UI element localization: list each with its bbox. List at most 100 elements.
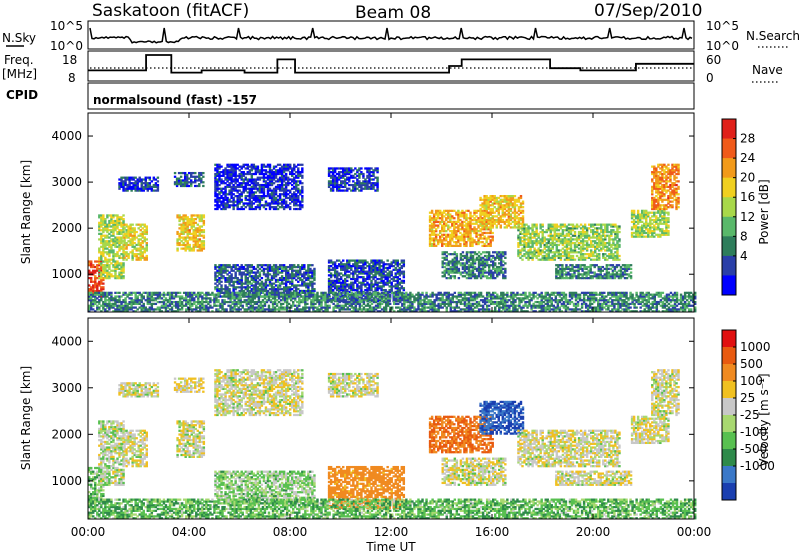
power-cell [143, 232, 146, 236]
power-cell [504, 256, 507, 259]
power-cell [104, 241, 107, 245]
power-cell [94, 271, 97, 274]
power-cell [98, 275, 101, 278]
power-cell [132, 182, 135, 185]
power-cell [88, 284, 91, 287]
power-cell [108, 265, 111, 269]
power-cell [104, 265, 107, 269]
power-cell [202, 243, 206, 247]
power-cell [118, 243, 121, 247]
power-cell [102, 214, 105, 217]
power-cell [194, 245, 197, 248]
power-cell [133, 253, 136, 256]
power-cell [100, 282, 103, 285]
power-cell [185, 179, 189, 182]
power-cell [196, 240, 199, 243]
power-cell [120, 240, 123, 243]
power-cell [110, 216, 113, 219]
power-cell [123, 236, 126, 239]
power-cell [106, 247, 109, 250]
power-cell [125, 236, 128, 239]
power-cell [114, 236, 117, 239]
power-cell [186, 234, 189, 237]
power-cell [183, 179, 187, 182]
power-cell [116, 265, 119, 269]
power-cell [120, 216, 123, 219]
power-cell [430, 209, 434, 212]
power-cell [128, 183, 131, 187]
power-cell [196, 249, 199, 252]
power-cell [90, 288, 93, 291]
power-cell [154, 185, 158, 189]
power-cell [192, 181, 195, 184]
power-cell [110, 229, 113, 232]
power-cell [128, 176, 131, 179]
power-cell [220, 280, 223, 283]
power-cell [122, 254, 125, 258]
power-cell [140, 189, 143, 192]
power-cell [194, 179, 197, 182]
power-cell [179, 175, 183, 178]
power-cell [145, 258, 148, 261]
power-cell [156, 176, 160, 179]
power-cell [126, 176, 129, 179]
power-cell [96, 288, 99, 291]
power-cell [139, 256, 142, 259]
power-cell [100, 254, 103, 258]
power-cell [125, 247, 128, 250]
power-cell [194, 218, 197, 221]
power-cell [120, 221, 123, 224]
power-cell [104, 267, 107, 271]
power-cell [116, 240, 119, 243]
power-cell [457, 276, 461, 280]
freq-unit-label: [MHz] [2, 67, 37, 81]
power-cell [198, 232, 202, 236]
power-cell [108, 249, 111, 252]
power-cell [297, 167, 300, 170]
power-cell [284, 200, 288, 203]
power-cell [114, 253, 117, 256]
power-cell [140, 185, 143, 189]
power-cell [92, 284, 95, 287]
power-cell [118, 249, 121, 252]
power-cell [152, 178, 156, 181]
power-cell [143, 258, 146, 261]
power-cell [112, 234, 115, 237]
power-cell [176, 214, 179, 217]
power-cell [402, 259, 406, 262]
power-cell [190, 171, 193, 175]
power-cell [182, 241, 185, 245]
power-cell [110, 243, 113, 247]
power-cell [134, 176, 137, 179]
power-cell [150, 187, 154, 190]
power-cell [110, 219, 113, 223]
power-cell [130, 182, 133, 185]
power-cell [135, 249, 138, 252]
power-cell [196, 175, 199, 178]
power-cell [102, 227, 105, 230]
power-cell [116, 275, 119, 278]
power-cell [145, 241, 148, 245]
power-cell [110, 221, 113, 224]
power-cell [112, 256, 115, 259]
power-cell [301, 182, 304, 185]
power-cell [188, 221, 191, 224]
power-cell [112, 232, 115, 236]
power-cell [128, 178, 131, 181]
power-cell [102, 282, 105, 285]
power-cell [118, 232, 121, 236]
power-cell [120, 225, 123, 228]
power-cell [194, 184, 197, 188]
power-cell [122, 182, 125, 185]
power-cell [116, 214, 119, 217]
power-cell [135, 254, 138, 258]
power-cell [102, 221, 105, 224]
power-cell [186, 229, 189, 232]
power-cell [154, 178, 158, 181]
power-cell [182, 223, 185, 226]
power-cell [116, 251, 119, 254]
power-cell [106, 269, 109, 272]
power-cell [106, 262, 109, 265]
power-cell [104, 264, 107, 267]
power-cell [130, 176, 133, 179]
